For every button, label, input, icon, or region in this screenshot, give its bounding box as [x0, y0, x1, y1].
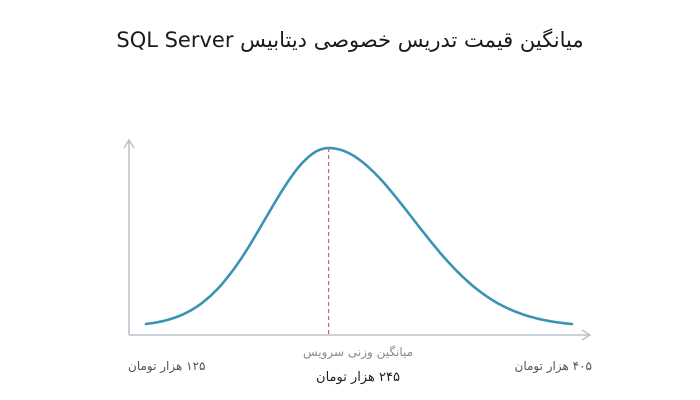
mean-value-label: ۲۴۵ هزار تومان: [316, 370, 400, 385]
x-max-label: ۴۰۵ هزار تومان: [514, 359, 593, 373]
x-axis-arrow: [581, 329, 592, 341]
chart-title: میانگین قیمت تدریس خصوصی دیتابیس SQL Ser…: [116, 28, 584, 52]
y-axis-arrow: [123, 138, 135, 149]
x-min-label: ۱۲۵ هزار تومان: [128, 359, 206, 373]
bell-curve: [144, 146, 574, 326]
mean-caption: میانگین وزنی سرویس: [302, 345, 414, 359]
